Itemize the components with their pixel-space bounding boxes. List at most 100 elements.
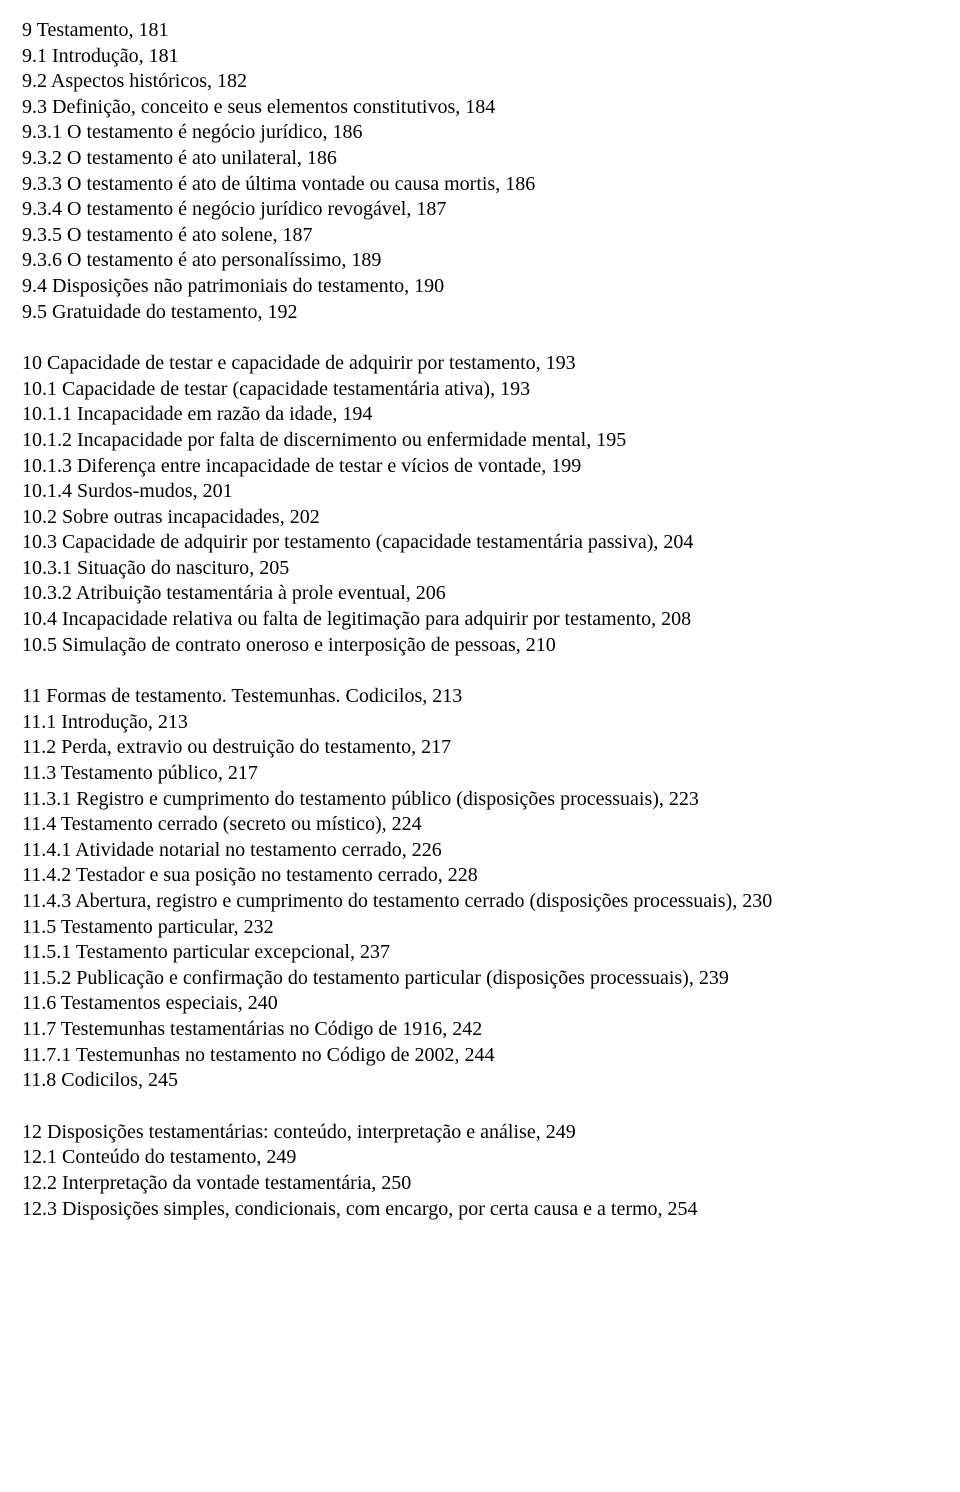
toc-entry-number: 11.7 [22,1018,56,1040]
toc-entry-title: Testamento público [61,762,218,784]
toc-entry-number: 9.3.4 [22,198,62,220]
toc-entry-title: Testemunhas testamentárias no Código de … [61,1018,442,1040]
toc-block: 10 Capacidade de testar e capacidade de … [22,351,938,658]
toc-entry: 9.2 Aspectos históricos, 182 [22,69,938,95]
toc-entry: 11.3 Testamento público, 217 [22,761,938,787]
toc-entry-title: Publicação e confirmação do testamento p… [76,967,689,989]
toc-entry-number: 12 [22,1121,42,1143]
toc-entry-number: 9.3.6 [22,249,62,271]
toc-entry-title: Sobre outras incapacidades [62,506,280,528]
toc-entry-page: 249 [546,1121,576,1143]
toc-entry-title: Capacidade de adquirir por testamento (c… [62,531,653,553]
toc-entry: 11.8 Codicilos, 245 [22,1068,938,1094]
toc-entry-title: Testamento particular excepcional [76,941,350,963]
toc-entry-title: Definição, conceito e seus elementos con… [52,96,455,118]
toc-entry-title: Disposições simples, condicionais, com e… [62,1198,658,1220]
toc-entry-number: 11 [22,685,41,707]
toc-entry-title: Gratuidade do testamento [52,301,258,323]
toc-entry-number: 9.3.1 [22,121,62,143]
toc-entry: 10.4 Incapacidade relativa ou falta de l… [22,607,938,633]
toc-entry: 10.5 Simulação de contrato oneroso e int… [22,633,938,659]
toc-entry: 11.3.1 Registro e cumprimento do testame… [22,787,938,813]
toc-entry-page: 199 [551,455,581,477]
toc-entry-number: 10 [22,352,42,374]
toc-entry-page: 186 [505,173,535,195]
toc-entry-number: 12.3 [22,1198,57,1220]
toc-entry-number: 11.3 [22,762,56,784]
toc-entry: 10.3 Capacidade de adquirir por testamen… [22,530,938,556]
toc-entry-page: 226 [412,839,442,861]
toc-entry-page: 193 [500,378,530,400]
toc-entry-page: 217 [421,736,451,758]
toc-entry-page: 217 [228,762,258,784]
toc-entry-page: 237 [360,941,390,963]
toc-entry: 12.1 Conteúdo do testamento, 249 [22,1145,938,1171]
toc-entry-page: 186 [307,147,337,169]
toc-entry: 11.6 Testamentos especiais, 240 [22,991,938,1017]
toc-entry-title: Diferença entre incapacidade de testar e… [77,455,541,477]
toc-entry: 9.3.3 O testamento é ato de última vonta… [22,172,938,198]
toc-entry-number: 10.2 [22,506,57,528]
toc-entry-page: 244 [464,1044,494,1066]
toc-entry: 12.3 Disposições simples, condicionais, … [22,1197,938,1223]
toc-entry-number: 10.3 [22,531,57,553]
toc-entry-page: 213 [432,685,462,707]
toc-entry-title: Abertura, registro e cumprimento do test… [75,890,732,912]
toc-entry-page: 190 [414,275,444,297]
toc-entry-page: 205 [259,557,289,579]
toc-entry-number: 9.2 [22,70,47,92]
toc-entry-number: 11.8 [22,1069,56,1091]
toc-entry-title: Aspectos históricos [51,70,207,92]
toc-entry-number: 11.2 [22,736,56,758]
toc-entry-number: 9.3 [22,96,47,118]
toc-entry-number: 12.1 [22,1146,57,1168]
toc-entry: 9.3.5 O testamento é ato solene, 187 [22,223,938,249]
toc-entry-page: 254 [668,1198,698,1220]
toc-entry-page: 224 [392,813,422,835]
toc-entry-page: 193 [546,352,576,374]
toc-entry-page: 194 [342,403,372,425]
toc-entry-number: 12.2 [22,1172,57,1194]
toc-entry-page: 181 [149,45,179,67]
toc-entry-number: 11.4.3 [22,890,71,912]
toc-entry-page: 201 [203,480,233,502]
toc-entry: 11.5.1 Testamento particular excepcional… [22,940,938,966]
toc-entry-number: 11.7.1 [22,1044,71,1066]
toc-entry-page: 208 [661,608,691,630]
toc-entry-title: Capacidade de testar e capacidade de adq… [47,352,536,374]
toc-entry: 11.4.3 Abertura, registro e cumprimento … [22,889,938,915]
toc-entry-page: 242 [452,1018,482,1040]
toc-entry: 11.2 Perda, extravio ou destruição do te… [22,735,938,761]
toc-entry-page: 184 [465,96,495,118]
toc-entry-title: Testamento particular [61,916,234,938]
toc-entry-title: Incapacidade em razão da idade [77,403,332,425]
toc-entry: 11.1 Introdução, 213 [22,710,938,736]
toc-entry-title: Simulação de contrato oneroso e interpos… [62,634,516,656]
toc-entry-number: 11.5.1 [22,941,71,963]
toc-entry-page: 223 [669,788,699,810]
toc-entry-page: 206 [416,582,446,604]
toc-entry-page: 245 [148,1069,178,1091]
toc-entry-number: 10.1.3 [22,455,72,477]
toc-entry: 12 Disposições testamentárias: conteúdo,… [22,1120,938,1146]
toc-block: 9 Testamento, 1819.1 Introdução, 1819.2 … [22,18,938,325]
toc-entry-page: 202 [290,506,320,528]
toc-entry-number: 10.3.2 [22,582,72,604]
toc-entry-page: 181 [139,19,169,41]
toc-entry-page: 182 [217,70,247,92]
toc-entry-title: Atividade notarial no testamento cerrado [75,839,402,861]
toc-entry-title: O testamento é negócio jurídico [67,121,322,143]
toc-block: 12 Disposições testamentárias: conteúdo,… [22,1120,938,1222]
toc-entry-number: 9.3.2 [22,147,62,169]
toc-entry: 9.3.1 O testamento é negócio jurídico, 1… [22,120,938,146]
toc-entry-number: 10.1.2 [22,429,72,451]
toc-entry-page: 228 [448,864,478,886]
toc-entry: 9.3 Definição, conceito e seus elementos… [22,95,938,121]
toc-entry-page: 187 [416,198,446,220]
toc-entry-number: 9.3.3 [22,173,62,195]
toc-entry-number: 9.3.5 [22,224,62,246]
toc-entry-page: 239 [699,967,729,989]
toc-entry-title: Introdução [52,45,139,67]
toc-block: 11 Formas de testamento. Testemunhas. Co… [22,684,938,1094]
toc-entry: 9.1 Introdução, 181 [22,44,938,70]
